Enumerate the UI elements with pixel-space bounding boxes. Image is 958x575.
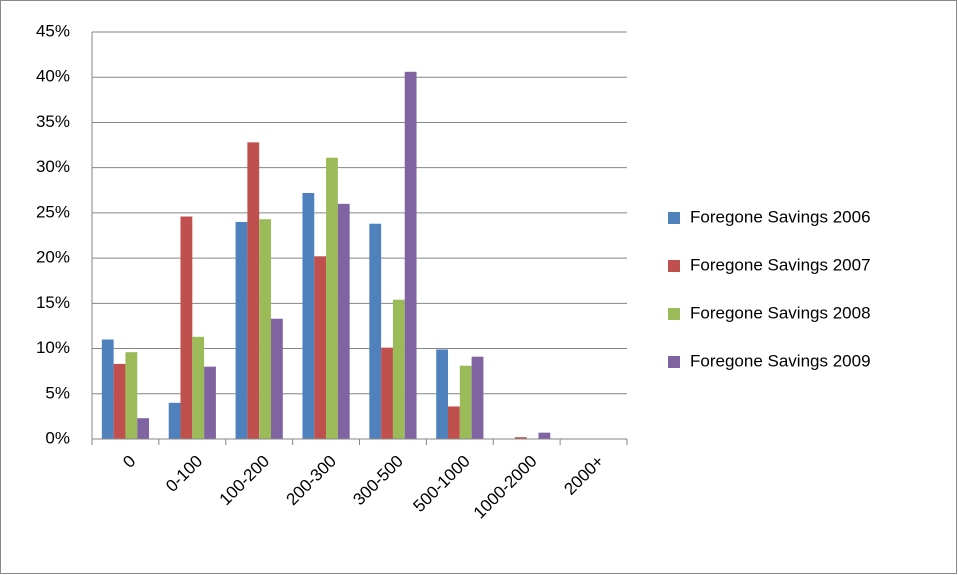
legend-label: Foregone Savings 2009 [690,351,871,370]
y-tick-label: 0% [45,428,70,447]
bar [436,349,449,439]
y-tick-label: 25% [36,202,70,221]
y-tick-label: 40% [36,67,70,86]
bar [259,219,271,439]
bar [326,157,338,439]
y-tick-label: 45% [36,21,70,40]
bar [137,418,150,439]
bar [302,192,315,439]
bar [392,299,405,439]
bar [404,71,417,439]
bar [337,203,350,439]
bar [168,402,181,439]
bar [235,221,248,439]
y-tick-label: 10% [36,338,70,357]
y-tick-label: 20% [36,248,70,267]
bar [538,432,551,439]
bar [514,437,527,439]
y-tick-label: 30% [36,157,70,176]
legend-swatch [668,308,680,320]
y-tick-label: 5% [45,383,70,402]
legend-swatch [668,260,680,272]
legend-label: Foregone Savings 2006 [690,207,871,226]
bar [448,406,460,439]
bar [369,223,382,439]
legend-label: Foregone Savings 2008 [690,303,871,322]
y-tick-label: 35% [36,112,70,131]
bar [381,347,393,439]
bar [247,142,260,439]
bar [180,216,193,439]
bar [204,366,216,439]
bar [314,256,327,439]
legend-swatch [668,212,680,224]
bar [459,365,472,439]
y-tick-label: 15% [36,293,70,312]
bar [125,352,138,439]
bar [192,336,205,439]
bar [101,339,114,439]
legend-label: Foregone Savings 2007 [690,255,871,274]
bar [113,363,126,439]
legend-swatch [668,356,680,368]
bar [471,356,484,439]
bar [270,318,283,439]
